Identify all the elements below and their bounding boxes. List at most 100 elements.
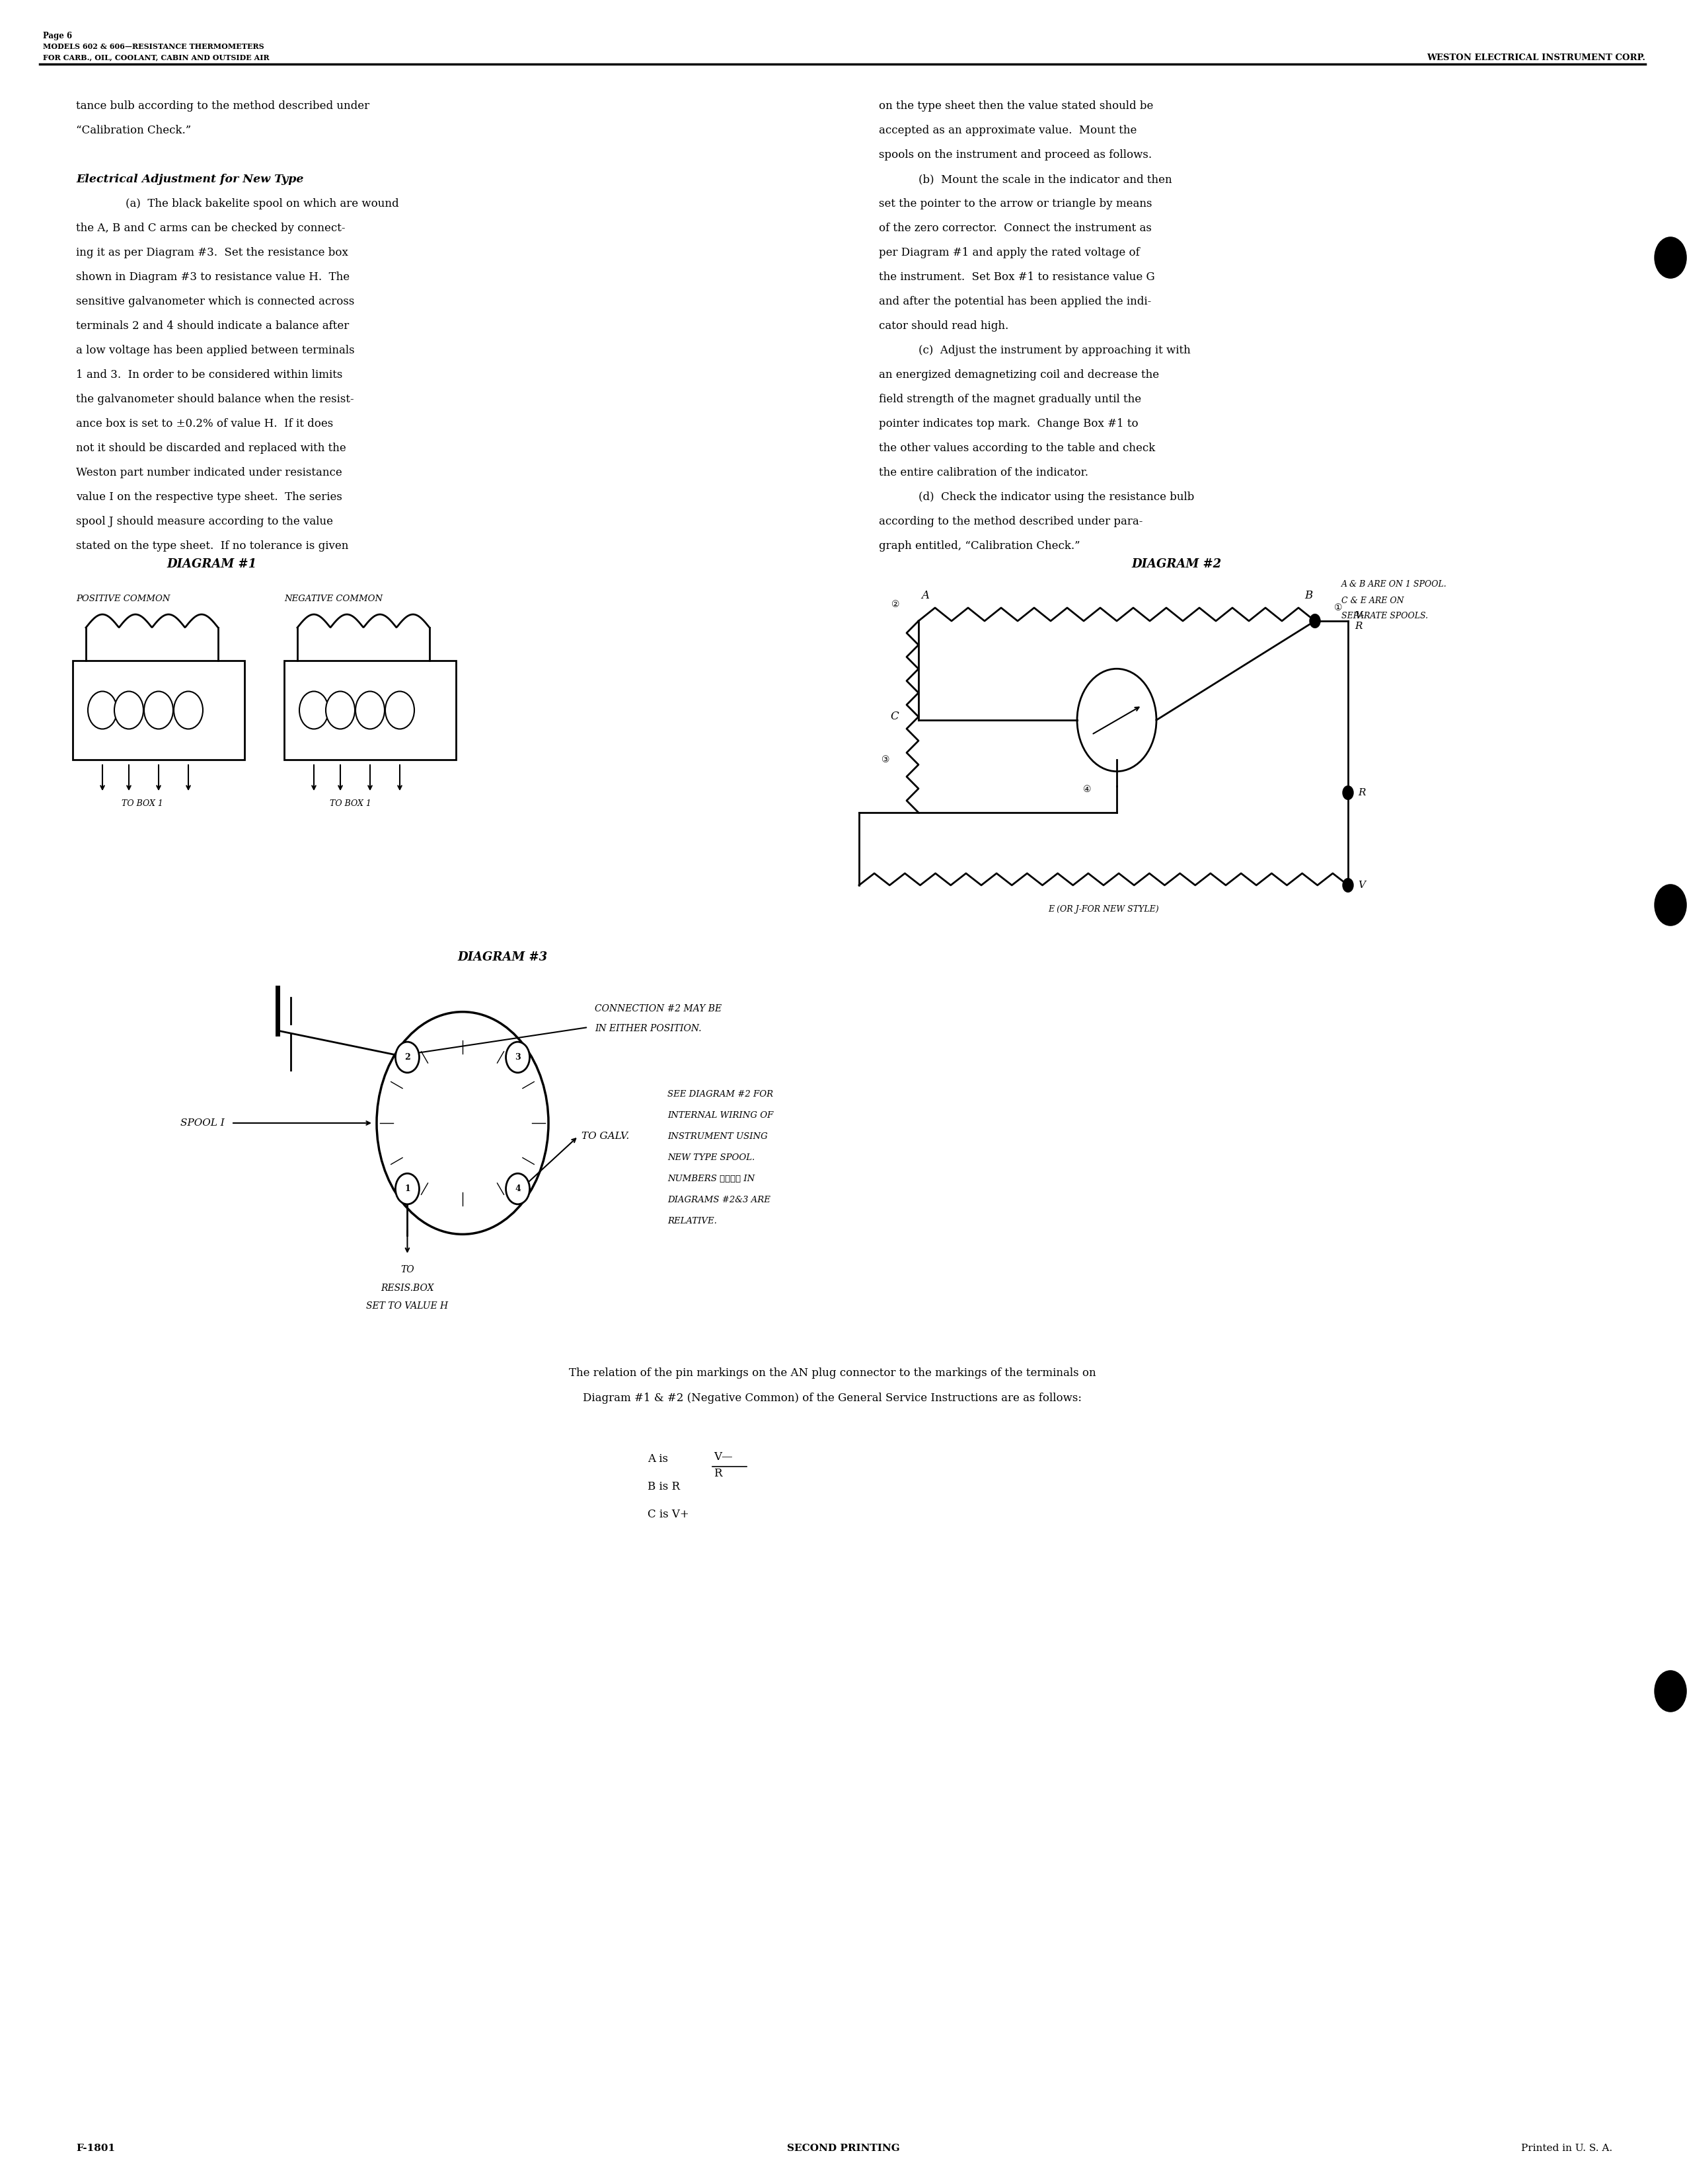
Text: value I on the respective type sheet.  The series: value I on the respective type sheet. Th… xyxy=(76,491,342,502)
Text: DIAGRAMS #2&3 ARE: DIAGRAMS #2&3 ARE xyxy=(668,1195,771,1203)
Bar xyxy=(283,660,455,760)
Text: ③: ③ xyxy=(881,756,889,764)
Text: set the pointer to the arrow or triangle by means: set the pointer to the arrow or triangle… xyxy=(879,199,1152,210)
Text: spool J should measure according to the value: spool J should measure according to the … xyxy=(76,515,332,526)
Text: stated on the type sheet.  If no tolerance is given: stated on the type sheet. If no toleranc… xyxy=(76,539,349,553)
Text: 2: 2 xyxy=(405,1053,410,1061)
Circle shape xyxy=(1655,1671,1687,1712)
Text: ④: ④ xyxy=(1083,784,1091,795)
Circle shape xyxy=(1655,238,1687,277)
Text: the A, B and C arms can be checked by connect-: the A, B and C arms can be checked by co… xyxy=(76,223,346,234)
Text: (a)  The black bakelite spool on which are wound: (a) The black bakelite spool on which ar… xyxy=(125,199,398,210)
Text: IN EITHER POSITION.: IN EITHER POSITION. xyxy=(596,1024,702,1033)
Text: POSITIVE COMMON: POSITIVE COMMON xyxy=(76,594,170,603)
Text: (d)  Check the indicator using the resistance bulb: (d) Check the indicator using the resist… xyxy=(918,491,1194,502)
Text: R: R xyxy=(1358,788,1365,797)
Circle shape xyxy=(1309,614,1321,627)
Circle shape xyxy=(299,692,329,729)
Text: ①: ① xyxy=(1334,603,1343,612)
Text: pointer indicates top mark.  Change Box #1 to: pointer indicates top mark. Change Box #… xyxy=(879,417,1139,430)
Text: an energized demagnetizing coil and decrease the: an energized demagnetizing coil and decr… xyxy=(879,369,1159,380)
Text: not it should be discarded and replaced with the: not it should be discarded and replaced … xyxy=(76,443,346,454)
Circle shape xyxy=(1655,885,1687,926)
Circle shape xyxy=(506,1173,530,1203)
Text: TO: TO xyxy=(400,1265,413,1273)
Text: SEE DIAGRAM #2 FOR: SEE DIAGRAM #2 FOR xyxy=(668,1090,773,1099)
Text: C: C xyxy=(891,712,899,723)
Text: spools on the instrument and proceed as follows.: spools on the instrument and proceed as … xyxy=(879,149,1152,162)
Circle shape xyxy=(356,692,385,729)
Text: ance box is set to ±0.2% of value H.  If it does: ance box is set to ±0.2% of value H. If … xyxy=(76,417,334,430)
Text: A & B ARE ON 1 SPOOL.: A & B ARE ON 1 SPOOL. xyxy=(1341,581,1447,590)
Circle shape xyxy=(395,1173,420,1203)
Text: a low voltage has been applied between terminals: a low voltage has been applied between t… xyxy=(76,345,354,356)
Text: RELATIVE.: RELATIVE. xyxy=(668,1216,717,1225)
Text: on the type sheet then the value stated should be: on the type sheet then the value stated … xyxy=(879,100,1154,111)
Text: Electrical Adjustment for New Type: Electrical Adjustment for New Type xyxy=(76,175,304,186)
Text: Page 6: Page 6 xyxy=(42,33,73,39)
Text: CONNECTION #2 MAY BE: CONNECTION #2 MAY BE xyxy=(596,1005,722,1013)
Text: cator should read high.: cator should read high. xyxy=(879,321,1009,332)
Text: 3: 3 xyxy=(515,1053,521,1061)
Text: the other values according to the table and check: the other values according to the table … xyxy=(879,443,1156,454)
Circle shape xyxy=(385,692,415,729)
Text: (b)  Mount the scale in the indicator and then: (b) Mount the scale in the indicator and… xyxy=(918,175,1172,186)
Text: INTERNAL WIRING OF: INTERNAL WIRING OF xyxy=(668,1112,773,1120)
Text: F-1801: F-1801 xyxy=(76,2145,115,2153)
Circle shape xyxy=(326,692,354,729)
Text: field strength of the magnet gradually until the: field strength of the magnet gradually u… xyxy=(879,393,1142,404)
Bar xyxy=(73,660,245,760)
Text: V—: V— xyxy=(714,1452,732,1463)
Text: Weston part number indicated under resistance: Weston part number indicated under resis… xyxy=(76,467,342,478)
Text: RESIS.BOX: RESIS.BOX xyxy=(381,1284,434,1293)
Text: SEPARATE SPOOLS.: SEPARATE SPOOLS. xyxy=(1341,612,1429,620)
Circle shape xyxy=(1343,786,1353,799)
Text: 4: 4 xyxy=(515,1184,521,1192)
Text: NUMBERS ①②③④ IN: NUMBERS ①②③④ IN xyxy=(668,1175,754,1184)
Text: SECOND PRINTING: SECOND PRINTING xyxy=(786,2145,899,2153)
Circle shape xyxy=(506,1042,530,1072)
Text: the galvanometer should balance when the resist-: the galvanometer should balance when the… xyxy=(76,393,354,404)
Text: INSTRUMENT USING: INSTRUMENT USING xyxy=(668,1131,768,1140)
Text: B is R: B is R xyxy=(648,1481,680,1492)
Text: V: V xyxy=(1358,880,1365,889)
Text: tance bulb according to the method described under: tance bulb according to the method descr… xyxy=(76,100,369,111)
Circle shape xyxy=(395,1042,420,1072)
Text: the instrument.  Set Box #1 to resistance value G: the instrument. Set Box #1 to resistance… xyxy=(879,271,1156,282)
Text: R: R xyxy=(714,1468,722,1479)
Text: shown in Diagram #3 to resistance value H.  The: shown in Diagram #3 to resistance value … xyxy=(76,271,349,282)
Text: SPOOL I: SPOOL I xyxy=(181,1118,224,1127)
Text: terminals 2 and 4 should indicate a balance after: terminals 2 and 4 should indicate a bala… xyxy=(76,321,349,332)
Text: WESTON ELECTRICAL INSTRUMENT CORP.: WESTON ELECTRICAL INSTRUMENT CORP. xyxy=(1427,55,1645,61)
Text: 1: 1 xyxy=(405,1184,410,1192)
Text: C & E ARE ON: C & E ARE ON xyxy=(1341,596,1404,605)
Text: graph entitled, “Calibration Check.”: graph entitled, “Calibration Check.” xyxy=(879,539,1080,553)
Text: The relation of the pin markings on the AN plug connector to the markings of the: The relation of the pin markings on the … xyxy=(569,1367,1097,1378)
Text: accepted as an approximate value.  Mount the: accepted as an approximate value. Mount … xyxy=(879,124,1137,135)
Text: A: A xyxy=(921,590,930,601)
Circle shape xyxy=(1343,878,1353,891)
Text: SET TO VALUE H: SET TO VALUE H xyxy=(366,1302,449,1310)
Text: TO BOX 1: TO BOX 1 xyxy=(329,799,371,808)
Circle shape xyxy=(143,692,174,729)
Text: E (OR J-FOR NEW STYLE): E (OR J-FOR NEW STYLE) xyxy=(1048,904,1159,913)
Text: B: B xyxy=(1304,590,1312,601)
Text: per Diagram #1 and apply the rated voltage of: per Diagram #1 and apply the rated volta… xyxy=(879,247,1140,258)
Text: “Calibration Check.”: “Calibration Check.” xyxy=(76,124,191,135)
Text: 1 and 3.  In order to be considered within limits: 1 and 3. In order to be considered withi… xyxy=(76,369,342,380)
Text: the entire calibration of the indicator.: the entire calibration of the indicator. xyxy=(879,467,1088,478)
Circle shape xyxy=(174,692,202,729)
Circle shape xyxy=(115,692,143,729)
Text: (c)  Adjust the instrument by approaching it with: (c) Adjust the instrument by approaching… xyxy=(918,345,1191,356)
Text: TO GALV.: TO GALV. xyxy=(582,1131,629,1140)
Text: Diagram #1 & #2 (Negative Common) of the General Service Instructions are as fol: Diagram #1 & #2 (Negative Common) of the… xyxy=(584,1393,1081,1404)
Text: TO BOX 1: TO BOX 1 xyxy=(121,799,164,808)
Text: sensitive galvanometer which is connected across: sensitive galvanometer which is connecte… xyxy=(76,297,354,308)
Text: ②: ② xyxy=(891,601,899,609)
Text: DIAGRAM #2: DIAGRAM #2 xyxy=(1132,559,1221,570)
Text: FOR CARB., OIL, COOLANT, CABIN AND OUTSIDE AIR: FOR CARB., OIL, COOLANT, CABIN AND OUTSI… xyxy=(42,55,270,61)
Circle shape xyxy=(88,692,116,729)
Text: MODELS 602 & 606—RESISTANCE THERMOMETERS: MODELS 602 & 606—RESISTANCE THERMOMETERS xyxy=(42,44,265,50)
Text: ing it as per Diagram #3.  Set the resistance box: ing it as per Diagram #3. Set the resist… xyxy=(76,247,348,258)
Text: NEW TYPE SPOOL.: NEW TYPE SPOOL. xyxy=(668,1153,754,1162)
